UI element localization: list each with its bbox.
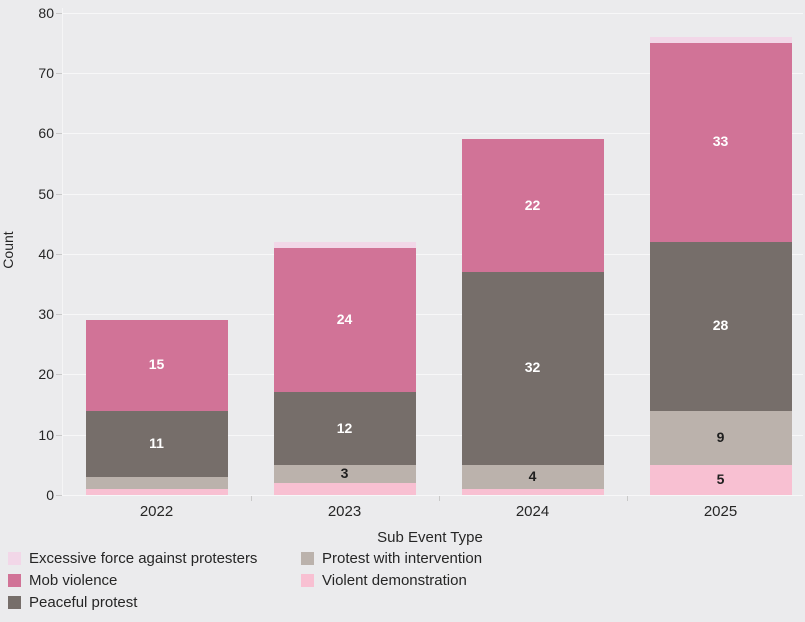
y-tick-mark: [56, 72, 62, 74]
bar-segment-2022-violent-demonstration: [85, 488, 228, 495]
bar-value-label: 9: [716, 428, 725, 445]
x-tick-label-2025: 2025: [703, 503, 738, 520]
y-tick-mark: [56, 374, 62, 376]
bar-segment-2025-excessive-force-against-protesters: [649, 36, 792, 43]
bar-segment-2024-mob-violence: 22: [461, 139, 604, 272]
bar-value-label: 33: [712, 133, 729, 150]
bar-segment-2023-violent-demonstration: [273, 482, 416, 495]
bar-value-label: 24: [336, 311, 353, 328]
bar-segment-2025-protest-with-intervention: 9: [649, 410, 792, 465]
gridline-y-50: [62, 193, 803, 195]
bar-segment-2022-mob-violence: 15: [85, 320, 228, 411]
bar-value-label: 28: [712, 317, 729, 334]
y-tick-mark: [56, 193, 62, 195]
x-tick-mark: [626, 496, 628, 501]
gridline-y-20: [62, 374, 803, 376]
bar-segment-2023-mob-violence: 24: [273, 247, 416, 393]
bar-segment-2024-violent-demonstration: [461, 488, 604, 495]
y-axis-line: [62, 8, 63, 496]
x-tick-label-2024: 2024: [515, 503, 550, 520]
legend-item-peaceful-protest: Peaceful protest: [8, 592, 137, 612]
bar-value-label: 12: [336, 419, 353, 436]
bar-segment-2022-protest-with-intervention: [85, 476, 228, 489]
x-tick-label-2023: 2023: [327, 503, 362, 520]
y-tick-label: 70: [38, 64, 54, 81]
legend-item-excessive-force-against-protesters: Excessive force against protesters: [8, 548, 257, 568]
gridline-y-40: [62, 253, 803, 255]
legend-label: Violent demonstration: [322, 571, 467, 589]
legend-swatch: [8, 595, 21, 609]
bar-value-label: 5: [716, 470, 725, 487]
legend-item-mob-violence: Mob violence: [8, 570, 117, 590]
bar-segment-2025-mob-violence: 33: [649, 42, 792, 242]
bar-segment-2024-peaceful-protest: 32: [461, 271, 604, 465]
y-tick-label: 20: [38, 366, 54, 383]
bar-segment-2023-protest-with-intervention: 3: [273, 464, 416, 483]
bar-segment-2025-violent-demonstration: 5: [649, 464, 792, 495]
legend-item-violent-demonstration: Violent demonstration: [301, 570, 467, 590]
plot-area: 11 15 3 12 24 4 32 22 5 9 28 33: [62, 0, 803, 496]
y-tick-label: 40: [38, 245, 54, 262]
gridline-y-60: [62, 133, 803, 135]
x-tick-mark: [250, 496, 252, 501]
gridline-y-70: [62, 72, 803, 74]
y-tick-mark: [56, 434, 62, 436]
bar-value-label: 22: [524, 196, 541, 213]
y-tick-mark: [56, 253, 62, 255]
legend-swatch: [8, 551, 21, 565]
y-tick-mark: [56, 12, 62, 14]
gridline-y-30: [62, 314, 803, 316]
bar-segment-2024-protest-with-intervention: 4: [461, 464, 604, 489]
gridline-y-0: [62, 495, 803, 496]
y-tick-label: 60: [38, 125, 54, 142]
x-tick-mark: [438, 496, 440, 501]
x-axis-title: Sub Event Type: [377, 529, 483, 546]
bar-segment-2025-peaceful-protest: 28: [649, 241, 792, 411]
bar-segment-2023-peaceful-protest: 12: [273, 392, 416, 465]
bar-value-label: 15: [148, 356, 165, 373]
y-tick-mark: [56, 495, 62, 496]
legend-item-protest-with-intervention: Protest with intervention: [301, 548, 482, 568]
y-tick-mark: [56, 133, 62, 135]
y-tick-label: 0: [46, 487, 54, 503]
legend-label: Protest with intervention: [322, 549, 483, 567]
legend-swatch: [301, 573, 314, 587]
y-tick-mark: [56, 314, 62, 316]
y-tick-label: 80: [38, 4, 54, 21]
bar-value-label: 3: [340, 464, 349, 481]
y-tick-label: 10: [38, 426, 54, 443]
bar-value-label: 32: [524, 359, 541, 376]
bar-value-label: 4: [528, 467, 537, 484]
legend-swatch: [8, 573, 21, 587]
legend-label: Peaceful protest: [29, 593, 138, 611]
gridline-y-10: [62, 434, 803, 436]
x-tick-label-2022: 2022: [139, 503, 174, 520]
bar-value-label: 11: [149, 434, 164, 451]
bar-segment-2023-excessive-force-against-protesters: [273, 241, 416, 248]
y-tick-label: 50: [38, 185, 54, 202]
legend-label: Excessive force against protesters: [29, 549, 258, 567]
legend-swatch: [301, 551, 314, 565]
y-tick-label: 30: [38, 306, 54, 323]
gridline-y-80: [62, 12, 803, 14]
legend-label: Mob violence: [29, 571, 118, 589]
y-axis-title: Count: [0, 231, 16, 269]
bar-segment-2022-peaceful-protest: 11: [85, 410, 228, 477]
